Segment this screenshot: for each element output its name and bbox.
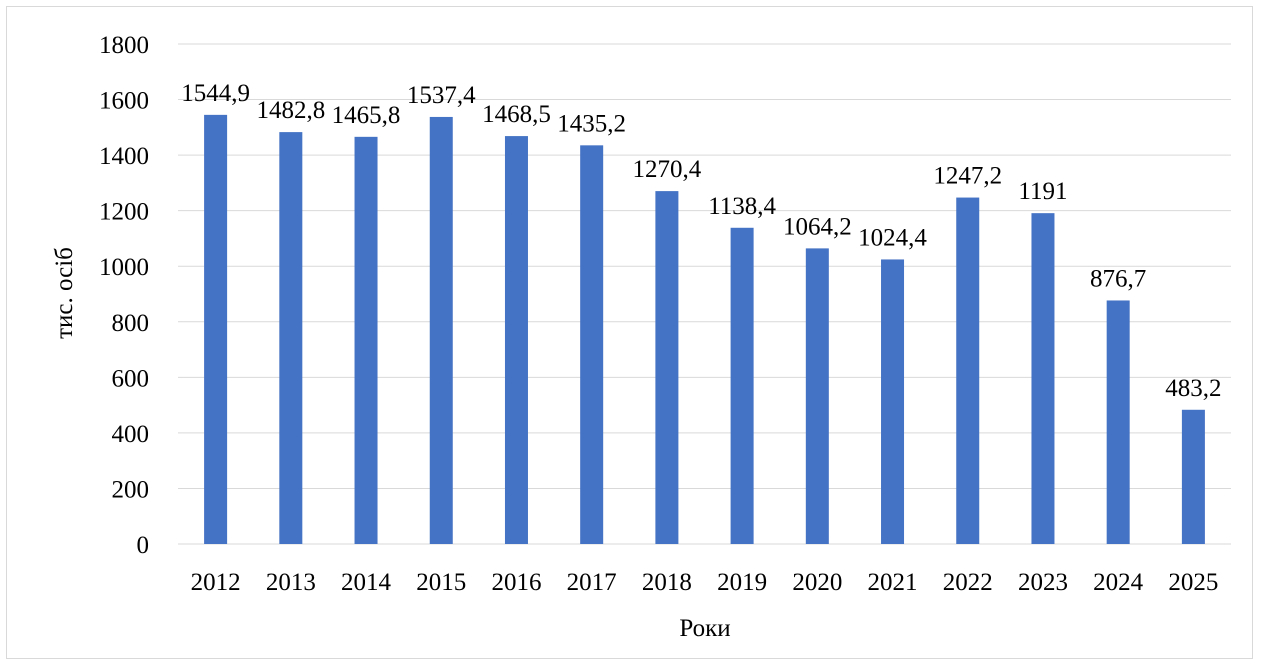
bar-2016 <box>504 136 528 545</box>
x-axis-title: Роки <box>679 615 730 642</box>
x-tick-label: 2014 <box>341 569 392 596</box>
y-tick-label: 1800 <box>99 32 149 59</box>
x-tick-label: 2013 <box>266 569 316 596</box>
data-label-2015: 1537,4 <box>407 82 476 109</box>
data-label-2022: 1247,2 <box>933 163 1002 190</box>
x-tick-label: 2020 <box>792 569 842 596</box>
bar-2023 <box>1031 213 1055 544</box>
bars <box>204 114 1205 545</box>
bar-2013 <box>279 132 303 544</box>
gridlines <box>178 43 1231 545</box>
data-label-2017: 1435,2 <box>557 110 626 137</box>
data-label-2021: 1024,4 <box>858 224 927 251</box>
data-label-2018: 1270,4 <box>633 156 702 183</box>
y-axis-title: тис. осіб <box>51 247 78 339</box>
x-tick-label: 2019 <box>717 569 767 596</box>
y-tick-label: 400 <box>112 421 150 448</box>
bar-2012 <box>204 114 228 544</box>
bar-2021 <box>881 259 905 544</box>
data-label-2020: 1064,2 <box>783 213 852 240</box>
data-label-2012: 1544,9 <box>181 80 250 107</box>
bar-2020 <box>805 248 829 544</box>
x-tick-label: 2012 <box>191 569 241 596</box>
bar-2014 <box>354 136 378 545</box>
y-tick-label: 1400 <box>99 143 149 170</box>
data-label-2013: 1482,8 <box>256 97 325 124</box>
y-tick-label: 0 <box>137 532 150 559</box>
bar-2022 <box>956 197 980 545</box>
x-tick-label: 2016 <box>491 569 541 596</box>
y-tick-label: 1600 <box>99 88 149 115</box>
x-tick-labels: 2012 2013 2014 2015 2016 2017 2018 2019 2020 2021… <box>191 569 1219 596</box>
data-label-2024: 876,7 <box>1090 265 1146 292</box>
bar-2019 <box>730 227 754 544</box>
y-tick-labels: 0 200 400 600 800 1000 1200 1400 1600 1800 <box>99 32 149 559</box>
x-tick-label: 2024 <box>1093 569 1144 596</box>
x-tick-label: 2017 <box>567 569 617 596</box>
data-label-2023: 1191 <box>1018 178 1067 205</box>
x-tick-label: 2022 <box>943 569 993 596</box>
x-tick-label: 2015 <box>416 569 466 596</box>
y-tick-label: 1200 <box>99 199 149 226</box>
y-tick-label: 600 <box>112 365 150 392</box>
y-tick-label: 1000 <box>99 254 149 281</box>
bar-2024 <box>1106 300 1130 544</box>
x-tick-label: 2025 <box>1168 569 1218 596</box>
y-tick-label: 800 <box>112 310 150 337</box>
x-tick-label: 2021 <box>868 569 918 596</box>
bar-2018 <box>655 191 679 544</box>
data-label-2019: 1138,4 <box>708 193 776 220</box>
bar-2025 <box>1181 409 1205 544</box>
data-label-2025: 483,2 <box>1165 375 1221 402</box>
data-label-2016: 1468,5 <box>482 101 551 128</box>
bar-2017 <box>580 145 604 545</box>
data-label-2014: 1465,8 <box>332 102 401 129</box>
x-tick-label: 2023 <box>1018 569 1068 596</box>
y-tick-label: 200 <box>112 476 150 503</box>
bar-2015 <box>429 116 453 544</box>
x-tick-label: 2018 <box>642 569 692 596</box>
